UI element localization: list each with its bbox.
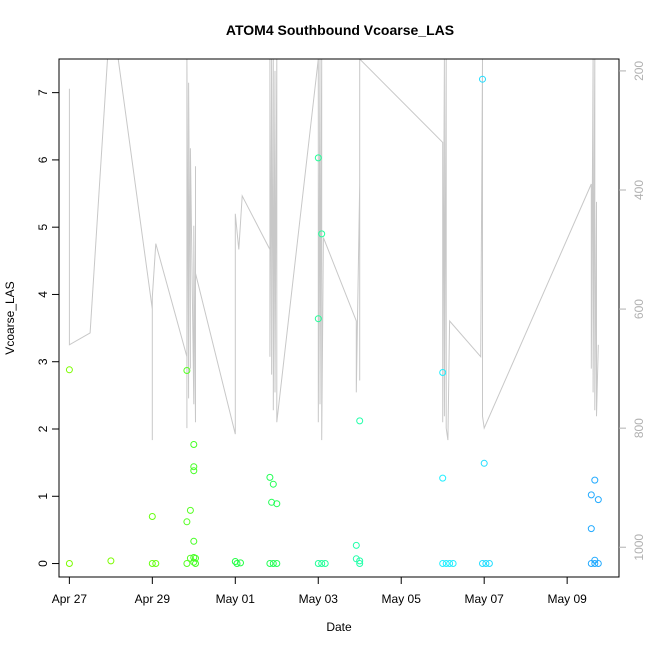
data-point-28 xyxy=(273,560,281,567)
data-point-16 xyxy=(192,554,199,562)
y-right-tick-label-3: 800 xyxy=(632,418,646,438)
points-layer xyxy=(65,75,602,567)
data-point-27 xyxy=(269,560,277,567)
data-point-24 xyxy=(268,498,276,506)
data-point-13 xyxy=(190,467,198,475)
data-point-53 xyxy=(594,496,602,504)
y-tick-label-6: 6 xyxy=(36,156,50,163)
data-point-19 xyxy=(231,558,239,565)
data-point-46 xyxy=(479,75,486,83)
data-point-44 xyxy=(446,560,454,567)
x-axis-label: Date xyxy=(326,620,352,634)
x-tick-label-4: May 05 xyxy=(382,592,422,606)
profile-line xyxy=(68,59,599,441)
data-point-51 xyxy=(587,491,595,499)
x-axis: Apr 27 Apr 29 May 01 May 03 May 05 May 07 May … xyxy=(52,576,587,606)
data-point-50 xyxy=(485,560,493,567)
x-tick-label-0: Apr 27 xyxy=(52,592,88,606)
data-point-33 xyxy=(318,560,326,567)
profile-line-layer xyxy=(68,59,599,441)
data-point-4 xyxy=(148,560,156,567)
data-point-18 xyxy=(192,560,199,567)
data-point-58 xyxy=(594,560,602,567)
data-point-1 xyxy=(65,560,73,567)
y-tick-label-3: 3 xyxy=(36,358,50,365)
data-point-17 xyxy=(190,558,198,566)
data-point-2 xyxy=(107,557,115,565)
data-point-38 xyxy=(356,557,364,565)
data-point-34 xyxy=(321,560,329,567)
data-point-8 xyxy=(186,506,194,514)
y-right-tick-label-2: 600 xyxy=(632,299,646,319)
data-point-40 xyxy=(439,369,447,376)
y-axis: 0 1 2 3 4 5 6 7 xyxy=(36,89,59,567)
data-point-42 xyxy=(439,560,447,567)
y-tick-label-4: 4 xyxy=(36,291,50,298)
data-point-22 xyxy=(266,473,274,481)
y-axis-label: Vcoarse_LAS xyxy=(3,281,17,354)
data-point-3 xyxy=(148,513,156,520)
y-right-tick-label-0: 200 xyxy=(632,61,646,81)
x-tick-label-3: May 03 xyxy=(299,592,339,606)
data-point-20 xyxy=(233,560,241,567)
x-tick-label-2: May 01 xyxy=(216,592,256,606)
y-tick-label-0: 0 xyxy=(36,560,50,567)
data-point-48 xyxy=(479,560,486,567)
y-right-tick-label-1: 400 xyxy=(632,180,646,200)
data-point-29 xyxy=(314,154,322,162)
y-axis-right: 200 400 600 800 1000 xyxy=(619,61,646,561)
data-point-14 xyxy=(190,537,198,545)
data-point-26 xyxy=(266,560,274,567)
data-point-10 xyxy=(183,560,191,567)
x-tick-label-1: Apr 29 xyxy=(135,592,171,606)
data-point-49 xyxy=(482,560,490,567)
chart-title: ATOM4 Southbound Vcoarse_LAS xyxy=(226,22,454,38)
data-point-6 xyxy=(183,367,191,374)
data-point-37 xyxy=(352,555,360,563)
data-point-31 xyxy=(314,315,322,323)
data-point-12 xyxy=(190,463,198,471)
x-tick-label-5: May 07 xyxy=(465,592,505,606)
data-point-7 xyxy=(183,518,191,526)
x-tick-label-6: May 09 xyxy=(547,592,587,606)
data-point-21 xyxy=(237,559,244,567)
data-point-54 xyxy=(587,525,595,533)
data-point-30 xyxy=(318,230,326,238)
y-tick-label-7: 7 xyxy=(36,89,50,96)
data-point-25 xyxy=(273,500,281,508)
data-point-32 xyxy=(314,560,322,567)
data-point-11 xyxy=(190,441,198,448)
data-point-0 xyxy=(65,366,73,374)
data-point-56 xyxy=(587,560,595,567)
y-tick-label-1: 1 xyxy=(36,493,50,500)
data-point-57 xyxy=(591,560,599,567)
data-point-23 xyxy=(269,480,277,488)
data-point-39 xyxy=(356,560,364,567)
data-point-35 xyxy=(356,417,364,425)
data-point-45 xyxy=(449,560,457,567)
data-point-5 xyxy=(152,560,160,567)
data-point-9 xyxy=(186,554,194,562)
data-point-52 xyxy=(591,476,599,484)
data-point-47 xyxy=(480,459,488,467)
data-point-41 xyxy=(439,474,447,482)
y-right-tick-label-4: 1000 xyxy=(632,534,646,561)
y-tick-label-5: 5 xyxy=(36,224,50,231)
y-tick-label-2: 2 xyxy=(36,425,50,432)
data-point-36 xyxy=(352,541,360,549)
data-point-43 xyxy=(442,560,450,567)
